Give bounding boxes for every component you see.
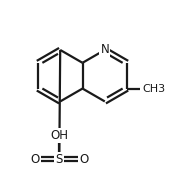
Text: O: O xyxy=(79,153,88,166)
Text: S: S xyxy=(56,153,63,166)
Text: CH3: CH3 xyxy=(143,84,166,94)
Text: O: O xyxy=(30,153,40,166)
Text: OH: OH xyxy=(50,129,68,142)
Text: N: N xyxy=(101,44,109,56)
